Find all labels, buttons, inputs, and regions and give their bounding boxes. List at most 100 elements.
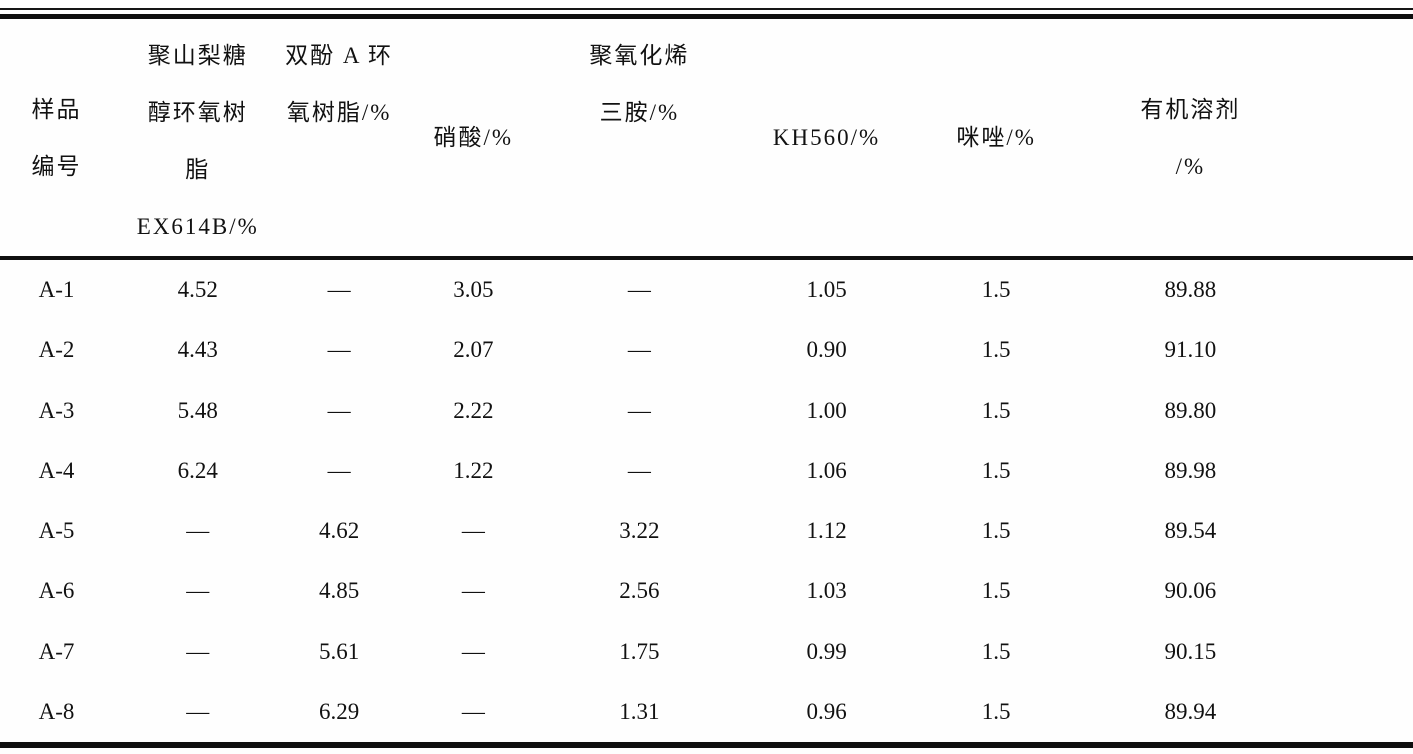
table-cell: 89.94 [1164,698,1217,724]
table-cell: — [186,578,210,604]
header-line: 聚氧化烯 [589,43,690,68]
header-line: 有机溶剂 [1140,96,1241,122]
table-row: A-2 4.43 — 2.07 — 0.90 1.5 91.10 [0,320,1413,380]
table-bottom-rule [0,742,1413,748]
table-cell: 5.48 [177,397,218,423]
table-cell: — [461,698,485,724]
header-line: EX614B/% [136,214,259,239]
table-cell: 90.06 [1164,578,1217,604]
header-line: 氧树脂/% [286,100,392,125]
header-line: 双酚 A 环 [285,43,394,68]
table-cell: A-2 [38,337,75,363]
table-cell: 1.5 [981,578,1011,604]
table-cell: 1.03 [806,578,847,604]
table-cell: 2.56 [619,578,660,604]
table-cell: 1.5 [981,337,1011,363]
table-cell: — [461,518,485,544]
column-header-polysorbitol-epoxy: 聚山梨糖 醇环氧树 脂 EX614B/% [113,19,283,256]
table-cell: 1.12 [806,518,847,544]
table-cell: 5.61 [318,638,360,664]
table-cell: — [627,457,651,483]
table-cell: 1.06 [806,457,847,483]
table-top-rule [0,8,1413,19]
table-header-row: 样品 编号 聚山梨糖 醇环氧树 脂 EX614B/% 双酚 A 环 氧树脂/% … [0,19,1413,256]
table-cell: 6.29 [318,698,360,724]
table-cell: — [327,337,351,363]
table-cell: 1.5 [981,397,1011,423]
table-row: A-3 5.48 — 2.22 — 1.00 1.5 89.80 [0,381,1413,441]
table-cell: — [461,638,485,664]
table-body: A-1 4.52 — 3.05 — 1.05 1.5 89.88 A-2 4.4… [0,260,1413,742]
column-header-sample-no: 样品 编号 [0,19,113,256]
table-cell: 1.5 [981,277,1011,303]
table-cell: 0.99 [806,638,847,664]
table-cell: — [327,277,351,303]
header-line: 三胺/% [599,100,680,125]
table-cell: A-7 [38,638,75,664]
table-cell: — [627,277,651,303]
table-cell: — [327,457,351,483]
table-cell: 89.98 [1164,457,1217,483]
table-cell: — [627,337,651,363]
table-cell: 4.52 [177,277,218,303]
column-header-organic-solvent: 有机溶剂 /% [1067,19,1314,256]
table-row: A-1 4.52 — 3.05 — 1.05 1.5 89.88 [0,260,1413,320]
column-header-bisphenol-a-epoxy: 双酚 A 环 氧树脂/% [283,19,396,256]
table-header-separator-rule [0,256,1413,260]
table-cell: A-6 [38,578,75,604]
column-header-polyoxyalkylene-triamine: 聚氧化烯 三胺/% [551,19,728,256]
table-cell: 0.90 [806,337,847,363]
header-line: 编号 [31,153,82,179]
table-cell: 91.10 [1164,337,1217,363]
column-header-nitric-acid: 硝酸/% [396,19,551,256]
table-row: A-7 — 5.61 — 1.75 0.99 1.5 90.15 [0,622,1413,682]
header-line: /% [1175,153,1206,179]
table-cell: A-3 [38,397,75,423]
table-cell: A-8 [38,698,75,724]
table-cell: 1.5 [981,638,1011,664]
table-cell: — [186,638,210,664]
table-cell: 6.24 [177,457,218,483]
table-cell: A-5 [38,518,75,544]
table-cell: 1.31 [619,698,660,724]
table-cell: 1.00 [806,397,847,423]
table-cell: 3.05 [453,277,494,303]
header-line: 聚山梨糖 [147,43,248,68]
table-cell: — [186,698,210,724]
table-cell: 89.54 [1164,518,1217,544]
header-line: 样品 [31,96,82,122]
table-cell: — [186,518,210,544]
table-cell: — [461,578,485,604]
table-cell: 4.62 [318,518,360,544]
table-row: A-6 — 4.85 — 2.56 1.03 1.5 90.06 [0,561,1413,621]
table-cell: 1.5 [981,698,1011,724]
table-cell: 4.85 [318,578,360,604]
table-cell: 0.96 [806,698,847,724]
table-cell: 2.07 [453,337,494,363]
table-cell: 90.15 [1164,638,1217,664]
table-cell: 2.22 [453,397,494,423]
table-cell: 1.5 [981,518,1011,544]
table-cell: A-1 [38,277,75,303]
table-cell: 1.75 [619,638,660,664]
column-header-kh560: KH560/% [728,19,926,256]
column-header-imidazole: 咪唑/% [925,19,1066,256]
table-cell: 3.22 [619,518,660,544]
header-line: 脂 [185,157,211,182]
table-cell: — [627,397,651,423]
header-line: 醇环氧树 [147,100,248,125]
table-cell: 1.5 [981,457,1011,483]
table-cell: 89.80 [1164,397,1217,423]
table-cell: 1.22 [453,457,494,483]
header-line: 硝酸/% [433,125,514,150]
table-cell: — [327,397,351,423]
table-row: A-4 6.24 — 1.22 — 1.06 1.5 89.98 [0,441,1413,501]
table-row: A-8 — 6.29 — 1.31 0.96 1.5 89.94 [0,682,1413,742]
table-cell: 1.05 [806,277,847,303]
table-cell: A-4 [38,457,75,483]
header-line: KH560/% [772,125,881,150]
table-row: A-5 — 4.62 — 3.22 1.12 1.5 89.54 [0,501,1413,561]
table-cell: 89.88 [1164,277,1217,303]
